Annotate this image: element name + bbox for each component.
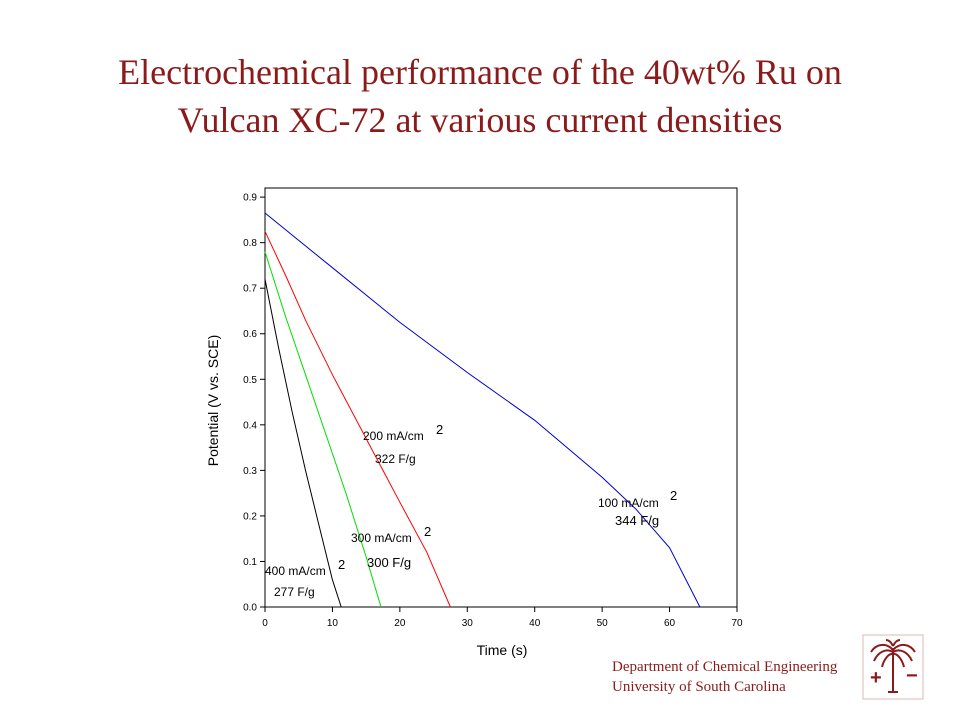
annotation-superscript: 2 bbox=[424, 524, 431, 539]
plot-frame bbox=[264, 187, 738, 608]
x-tick-label: 60 bbox=[664, 618, 676, 629]
annotation-capacitance: 277 F/g bbox=[274, 585, 315, 599]
y-tick-label: 0.2 bbox=[243, 511, 257, 522]
slide-title: Electrochemical performance of the 40wt%… bbox=[40, 48, 920, 144]
y-tick-label: 0.9 bbox=[243, 193, 257, 204]
annotation-current-density: 200 mA/cm bbox=[363, 429, 424, 443]
y-tick-label: 0.6 bbox=[243, 329, 257, 340]
x-axis-title: Time (s) bbox=[477, 642, 528, 658]
y-tick-label: 0.5 bbox=[243, 375, 257, 386]
annotation-current-density: 400 mA/cm bbox=[265, 564, 326, 578]
y-tick-label: 0.0 bbox=[243, 603, 257, 614]
x-tick-label: 0 bbox=[262, 618, 268, 629]
series-line-4 bbox=[264, 279, 342, 608]
x-tick-label: 50 bbox=[597, 618, 609, 629]
y-tick-label: 0.8 bbox=[243, 238, 257, 249]
x-tick-label: 40 bbox=[529, 618, 541, 629]
svg-text:−: − bbox=[906, 665, 918, 687]
annotation-superscript: 2 bbox=[670, 488, 677, 503]
footer-department: Department of Chemical Engineering bbox=[612, 659, 838, 675]
x-tick-label: 70 bbox=[731, 618, 743, 629]
series-line-1 bbox=[264, 212, 701, 608]
annotation-current-density: 300 mA/cm bbox=[351, 531, 412, 545]
footer-university: University of South Carolina bbox=[612, 679, 786, 695]
palmetto-tree-icon: + − bbox=[862, 634, 924, 705]
axis-ticks: 0 10 20 30 40 50 60 70 0.0 0.1 0.2 0.3 0.4 0.5 0.6 0.7 0… bbox=[243, 193, 743, 629]
y-tick-label: 0.4 bbox=[243, 420, 257, 431]
series-lines bbox=[264, 212, 701, 608]
y-tick-label: 0.7 bbox=[243, 284, 257, 295]
annotation-capacitance: 300 F/g bbox=[367, 555, 411, 570]
series-line-3 bbox=[264, 251, 382, 608]
x-tick-label: 30 bbox=[462, 618, 474, 629]
y-axis-title: Potential (V vs. SCE) bbox=[205, 335, 221, 467]
footer: Department of Chemical Engineering Unive… bbox=[612, 657, 837, 697]
plot-area bbox=[264, 187, 738, 608]
annotation-superscript: 2 bbox=[338, 557, 345, 572]
y-tick-label: 0.1 bbox=[243, 557, 257, 568]
annotation-superscript: 2 bbox=[436, 422, 443, 437]
series-line-2 bbox=[264, 231, 451, 608]
y-tick-label: 0.3 bbox=[243, 466, 257, 477]
annotation-current-density: 100 mA/cm bbox=[598, 496, 659, 510]
x-tick-label: 20 bbox=[394, 618, 406, 629]
annotation-capacitance: 322 F/g bbox=[375, 452, 416, 466]
title-line-1: Electrochemical performance of the 40wt%… bbox=[118, 52, 842, 92]
svg-text:+: + bbox=[870, 667, 882, 689]
title-line-2: Vulcan XC-72 at various current densitie… bbox=[177, 100, 783, 140]
x-tick-label: 10 bbox=[327, 618, 339, 629]
annotation-capacitance: 344 F/g bbox=[615, 513, 659, 528]
annotations: 100 mA/cm 2 344 F/g 200 mA/cm 2 322 F/g 300 mA… bbox=[265, 422, 677, 599]
